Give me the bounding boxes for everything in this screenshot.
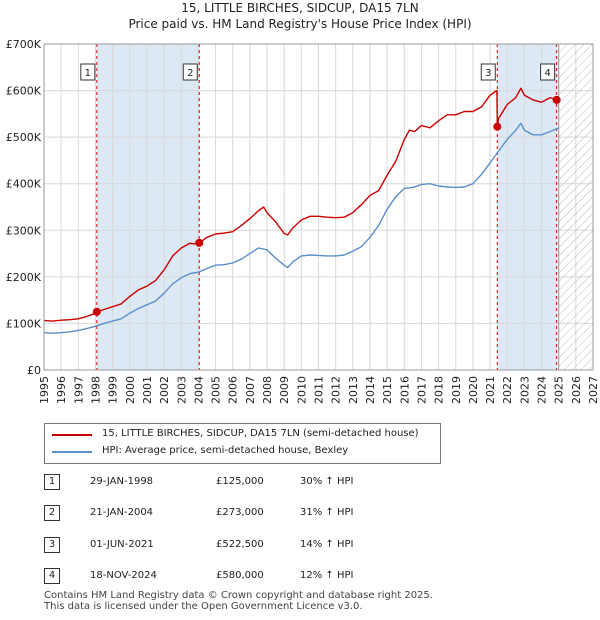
y-tick-label: £0 bbox=[27, 364, 41, 377]
sale-label-box bbox=[80, 63, 96, 81]
sale-label-number: 1 bbox=[85, 68, 91, 79]
x-tick-label: 2024 bbox=[536, 376, 549, 404]
legend-label-hpi: HPI: Average price, semi-detached house,… bbox=[102, 445, 349, 456]
x-tick-label: 1999 bbox=[107, 376, 120, 404]
x-tick-label: 1996 bbox=[55, 376, 68, 404]
future-hatch bbox=[558, 44, 593, 370]
y-tick-label: £700K bbox=[6, 38, 42, 51]
transaction-number: 4 bbox=[44, 568, 60, 584]
transaction-date: 18-NOV-2024 bbox=[90, 570, 157, 581]
x-tick-label: 2019 bbox=[450, 376, 463, 404]
transaction-date: 01-JUN-2021 bbox=[90, 539, 154, 550]
x-tick-label: 2015 bbox=[381, 376, 394, 404]
legend-item-property: 15, LITTLE BIRCHES, SIDCUP, DA15 7LN (se… bbox=[45, 427, 440, 443]
footer-licence: This data is licensed under the Open Gov… bbox=[44, 601, 363, 612]
x-tick-label: 1998 bbox=[89, 376, 102, 404]
plot-frame bbox=[43, 43, 594, 371]
chart-legend: 15, LITTLE BIRCHES, SIDCUP, DA15 7LN (se… bbox=[44, 423, 441, 464]
table-row: 2 21-JAN-2004 £273,000 31% ↑ HPI bbox=[44, 503, 444, 523]
sale-label-number: 4 bbox=[544, 68, 550, 79]
x-tick-label: 2023 bbox=[518, 376, 531, 404]
x-tick-label: 2014 bbox=[364, 376, 377, 404]
x-tick-label: 2001 bbox=[141, 376, 154, 404]
ownership-shade bbox=[497, 44, 557, 370]
legend-item-hpi: HPI: Average price, semi-detached house,… bbox=[45, 444, 440, 460]
x-tick-label: 2017 bbox=[415, 376, 428, 404]
sale-point bbox=[493, 122, 502, 131]
footer-copyright: Contains HM Land Registry data © Crown c… bbox=[44, 590, 433, 601]
transaction-hpi: 31% ↑ HPI bbox=[300, 507, 354, 518]
transaction-hpi: 14% ↑ HPI bbox=[300, 539, 354, 550]
x-tick-label: 2013 bbox=[347, 376, 360, 404]
x-tick-label: 2009 bbox=[278, 376, 291, 404]
x-tick-label: 2018 bbox=[433, 376, 446, 404]
x-tick-label: 2020 bbox=[467, 376, 480, 404]
x-tick-label: 2026 bbox=[570, 376, 583, 404]
y-tick-label: £400K bbox=[6, 178, 42, 191]
chart-title: 15, LITTLE BIRCHES, SIDCUP, DA15 7LN bbox=[181, 1, 419, 15]
ownership-shade bbox=[96, 44, 200, 370]
x-tick-label: 1995 bbox=[38, 376, 51, 404]
transaction-number: 1 bbox=[44, 474, 60, 490]
x-tick-label: 2021 bbox=[484, 376, 497, 404]
x-tick-label: 2006 bbox=[227, 376, 240, 404]
chart-subtitle: Price paid vs. HM Land Registry's House … bbox=[128, 17, 472, 31]
transaction-hpi: 12% ↑ HPI bbox=[300, 570, 354, 581]
transaction-price: £580,000 bbox=[216, 570, 264, 581]
x-tick-label: 1997 bbox=[72, 376, 85, 404]
transaction-price: £273,000 bbox=[216, 507, 264, 518]
x-tick-label: 2025 bbox=[553, 376, 566, 404]
footer: Contains HM Land Registry data © Crown c… bbox=[44, 590, 433, 612]
transaction-number: 3 bbox=[44, 537, 60, 553]
transaction-date: 21-JAN-2004 bbox=[90, 507, 154, 518]
x-tick-label: 2003 bbox=[175, 376, 188, 404]
sale-label-box bbox=[540, 63, 556, 81]
transaction-price: £522,500 bbox=[216, 539, 264, 550]
price-chart: 1 2 3 4 £0 £100K £200K £300K £400K £500K £600K £70… bbox=[6, 38, 600, 404]
y-tick-label: £200K bbox=[6, 271, 42, 284]
x-tick-label: 2002 bbox=[158, 376, 171, 404]
transaction-hpi: 30% ↑ HPI bbox=[300, 476, 354, 487]
sale-label-number: 3 bbox=[485, 68, 491, 79]
transaction-number: 2 bbox=[44, 505, 60, 521]
x-tick-label: 2010 bbox=[295, 376, 308, 404]
legend-label-property: 15, LITTLE BIRCHES, SIDCUP, DA15 7LN (se… bbox=[102, 428, 419, 439]
x-tick-label: 2011 bbox=[313, 376, 326, 404]
legend-swatch-property bbox=[52, 434, 92, 436]
y-tick-label: £500K bbox=[6, 131, 42, 144]
transaction-date: 29-JAN-1998 bbox=[90, 476, 154, 487]
x-tick-label: 2007 bbox=[244, 376, 257, 404]
hpi-line bbox=[43, 122, 559, 334]
x-tick-label: 2022 bbox=[501, 376, 514, 404]
x-tick-label: 2012 bbox=[330, 376, 343, 404]
table-row: 1 29-JAN-1998 £125,000 30% ↑ HPI bbox=[44, 472, 444, 492]
x-tick-label: 2027 bbox=[587, 376, 600, 404]
sale-label-number: 2 bbox=[187, 68, 193, 79]
sale-point bbox=[92, 307, 101, 316]
x-tick-label: 2004 bbox=[192, 376, 205, 404]
legend-swatch-hpi bbox=[52, 451, 92, 453]
transaction-price: £125,000 bbox=[216, 476, 264, 487]
x-tick-label: 2005 bbox=[210, 376, 223, 404]
x-tick-label: 2016 bbox=[398, 376, 411, 404]
sale-point bbox=[195, 238, 204, 247]
y-tick-label: £300K bbox=[6, 224, 42, 237]
property-price-line bbox=[43, 87, 559, 322]
table-row: 4 18-NOV-2024 £580,000 12% ↑ HPI bbox=[44, 566, 444, 586]
sale-label-box bbox=[182, 63, 198, 81]
sale-point bbox=[552, 95, 561, 104]
table-row: 3 01-JUN-2021 £522,500 14% ↑ HPI bbox=[44, 535, 444, 555]
y-tick-label: £100K bbox=[6, 317, 42, 330]
sale-label-box bbox=[480, 63, 496, 81]
x-tick-label: 2000 bbox=[124, 376, 137, 404]
y-tick-label: £600K bbox=[6, 85, 42, 98]
x-tick-label: 2008 bbox=[261, 376, 274, 404]
